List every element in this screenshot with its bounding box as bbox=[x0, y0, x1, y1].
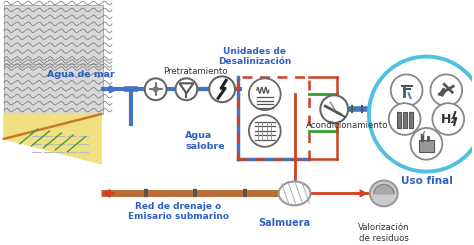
Circle shape bbox=[389, 103, 420, 135]
Circle shape bbox=[249, 115, 281, 147]
Circle shape bbox=[153, 86, 159, 92]
Circle shape bbox=[249, 78, 281, 110]
Text: Valorización
de residuos: Valorización de residuos bbox=[358, 223, 410, 243]
Bar bbox=[238, 77, 310, 159]
Bar bbox=[4, 64, 103, 114]
Circle shape bbox=[410, 128, 442, 160]
Bar bbox=[397, 112, 401, 128]
Circle shape bbox=[145, 78, 166, 100]
Bar bbox=[402, 112, 407, 128]
Circle shape bbox=[432, 103, 464, 135]
Text: Red de drenaje o
Emisario submarino: Red de drenaje o Emisario submarino bbox=[128, 202, 229, 221]
Text: H₂: H₂ bbox=[440, 112, 456, 125]
Circle shape bbox=[391, 74, 422, 106]
Circle shape bbox=[430, 74, 462, 106]
Text: Uso final: Uso final bbox=[401, 175, 452, 185]
Circle shape bbox=[175, 78, 197, 100]
Circle shape bbox=[209, 76, 235, 102]
Text: Acondicionamiento: Acondicionamiento bbox=[306, 122, 388, 131]
Text: Unidades de
Desalinización: Unidades de Desalinización bbox=[218, 47, 292, 66]
Polygon shape bbox=[439, 88, 447, 96]
Circle shape bbox=[369, 57, 474, 172]
Text: Agua
salobre: Agua salobre bbox=[185, 131, 225, 150]
Ellipse shape bbox=[370, 181, 398, 206]
Bar bbox=[4, 5, 103, 69]
Circle shape bbox=[320, 95, 348, 123]
Bar bbox=[409, 112, 412, 128]
Text: Agua de mar: Agua de mar bbox=[47, 70, 115, 79]
Bar bbox=[419, 140, 434, 152]
Ellipse shape bbox=[279, 182, 310, 205]
Text: Salmuera: Salmuera bbox=[258, 218, 310, 228]
Text: Pretratamiento: Pretratamiento bbox=[163, 67, 228, 76]
Polygon shape bbox=[4, 114, 101, 164]
